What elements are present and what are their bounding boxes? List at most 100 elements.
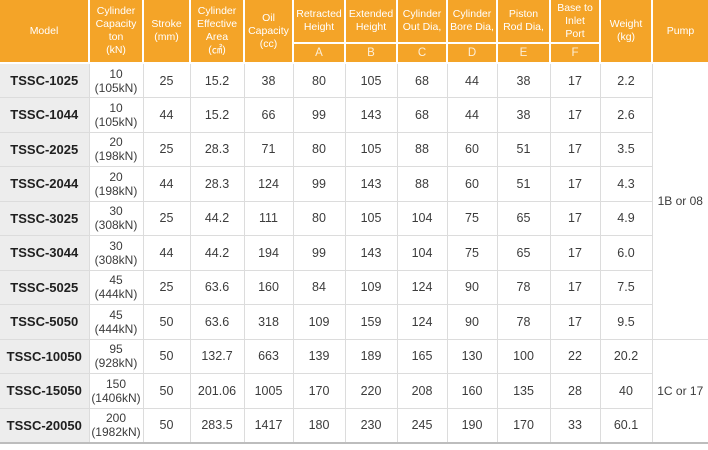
capacity-cell: 30 (308kN): [88, 235, 144, 271]
port-f-cell: 17: [549, 269, 601, 305]
capacity-cell: 30 (308kN): [88, 200, 144, 236]
height-b-cell: 109: [344, 269, 398, 305]
height-b-cell: 105: [344, 131, 398, 167]
capacity-cell: 95 (928kN): [88, 338, 144, 374]
bore-dia-d-cell: 160: [446, 373, 498, 409]
table-row: TSSC-15050 150 (1406kN) 50 201.06 1005 1…: [0, 373, 708, 409]
stroke-cell: 44: [142, 235, 191, 271]
bore-dia-d-cell: 190: [446, 407, 498, 444]
out-dia-c-cell: 68: [396, 62, 448, 98]
col-header-bore-dia: Cylinder Bore Dia,: [446, 0, 498, 44]
oil-cell: 1005: [243, 373, 294, 409]
port-f-cell: 17: [549, 200, 601, 236]
height-b-cell: 105: [344, 200, 398, 236]
col-header-pump: Pump: [651, 0, 708, 64]
model-cell: TSSC-3044: [0, 235, 90, 271]
model-cell: TSSC-1044: [0, 97, 90, 133]
out-dia-c-cell: 104: [396, 200, 448, 236]
rod-dia-e-cell: 170: [496, 407, 551, 444]
oil-cell: 663: [243, 338, 294, 374]
col-subheader-d: D: [446, 42, 498, 64]
model-cell: TSSC-1025: [0, 62, 90, 98]
table-row: TSSC-1044 10 (105kN) 44 15.2 66 99 143 6…: [0, 97, 708, 133]
area-cell: 28.3: [189, 131, 245, 167]
pump-cell: 1C or 17: [651, 338, 708, 443]
bore-dia-d-cell: 60: [446, 166, 498, 202]
col-subheader-b: B: [344, 42, 398, 64]
pump-cell: 1B or 08: [651, 62, 708, 340]
stroke-cell: 50: [142, 407, 191, 444]
table-row: TSSC-3025 30 (308kN) 25 44.2 111 80 105 …: [0, 200, 708, 236]
table-row: TSSC-1025 10 (105kN) 25 15.2 38 80 105 6…: [0, 62, 708, 340]
area-cell: 44.2: [189, 200, 245, 236]
out-dia-c-cell: 124: [396, 269, 448, 305]
rod-dia-e-cell: 100: [496, 338, 551, 374]
table-row: TSSC-3044 30 (308kN) 44 44.2 194 99 143 …: [0, 235, 708, 271]
table-row: TSSC-5025 45 (444kN) 25 63.6 160 84 109 …: [0, 269, 708, 305]
port-f-cell: 17: [549, 97, 601, 133]
height-a-cell: 99: [292, 166, 346, 202]
stroke-cell: 50: [142, 304, 191, 340]
col-header-rod-dia: Piston Rod Dia,: [496, 0, 551, 44]
bore-dia-d-cell: 130: [446, 338, 498, 374]
model-cell: TSSC-5025: [0, 269, 90, 305]
weight-cell: 6.0: [599, 235, 653, 271]
height-a-cell: 109: [292, 304, 346, 340]
height-a-cell: 170: [292, 373, 346, 409]
height-b-cell: 143: [344, 235, 398, 271]
stroke-cell: 25: [142, 62, 191, 98]
model-cell: TSSC-10050: [0, 338, 90, 374]
oil-cell: 71: [243, 131, 294, 167]
port-f-cell: 17: [549, 62, 601, 98]
model-cell: TSSC-15050: [0, 373, 90, 409]
height-b-cell: 143: [344, 97, 398, 133]
area-cell: 132.7: [189, 338, 245, 374]
bore-dia-d-cell: 90: [446, 304, 498, 340]
stroke-cell: 25: [142, 200, 191, 236]
area-cell: 63.6: [189, 304, 245, 340]
out-dia-c-cell: 124: [396, 304, 448, 340]
out-dia-c-cell: 245: [396, 407, 448, 444]
rod-dia-e-cell: 78: [496, 304, 551, 340]
out-dia-c-cell: 104: [396, 235, 448, 271]
height-a-cell: 180: [292, 407, 346, 444]
weight-cell: 60.1: [599, 407, 653, 444]
area-cell: 44.2: [189, 235, 245, 271]
col-subheader-c: C: [396, 42, 448, 64]
table-row: TSSC-5050 45 (444kN) 50 63.6 318 109 159…: [0, 304, 708, 340]
oil-cell: 38: [243, 62, 294, 98]
stroke-cell: 50: [142, 373, 191, 409]
oil-cell: 194: [243, 235, 294, 271]
port-f-cell: 17: [549, 131, 601, 167]
area-cell: 15.2: [189, 62, 245, 98]
capacity-cell: 20 (198kN): [88, 131, 144, 167]
stroke-cell: 44: [142, 97, 191, 133]
table-header: Model Cylinder Capacity ton (kN) Stroke …: [0, 0, 708, 64]
out-dia-c-cell: 88: [396, 166, 448, 202]
col-header-oil-capacity: Oil Capacity (cc): [243, 0, 294, 64]
capacity-cell: 10 (105kN): [88, 97, 144, 133]
col-subheader-f: F: [549, 42, 601, 64]
table-row: TSSC-2025 20 (198kN) 25 28.3 71 80 105 8…: [0, 131, 708, 167]
rod-dia-e-cell: 78: [496, 269, 551, 305]
height-b-cell: 220: [344, 373, 398, 409]
height-a-cell: 139: [292, 338, 346, 374]
port-f-cell: 17: [549, 304, 601, 340]
out-dia-c-cell: 165: [396, 338, 448, 374]
out-dia-c-cell: 88: [396, 131, 448, 167]
height-b-cell: 189: [344, 338, 398, 374]
height-b-cell: 143: [344, 166, 398, 202]
rod-dia-e-cell: 38: [496, 97, 551, 133]
model-cell: TSSC-2044: [0, 166, 90, 202]
height-a-cell: 99: [292, 97, 346, 133]
area-cell: 201.06: [189, 373, 245, 409]
capacity-cell: 10 (105kN): [88, 62, 144, 98]
capacity-cell: 45 (444kN): [88, 304, 144, 340]
rod-dia-e-cell: 38: [496, 62, 551, 98]
port-f-cell: 17: [549, 166, 601, 202]
area-cell: 283.5: [189, 407, 245, 444]
stroke-cell: 44: [142, 166, 191, 202]
port-f-cell: 17: [549, 235, 601, 271]
col-header-effective-area: Cylinder Effective Area (㎠): [189, 0, 245, 64]
height-b-cell: 159: [344, 304, 398, 340]
